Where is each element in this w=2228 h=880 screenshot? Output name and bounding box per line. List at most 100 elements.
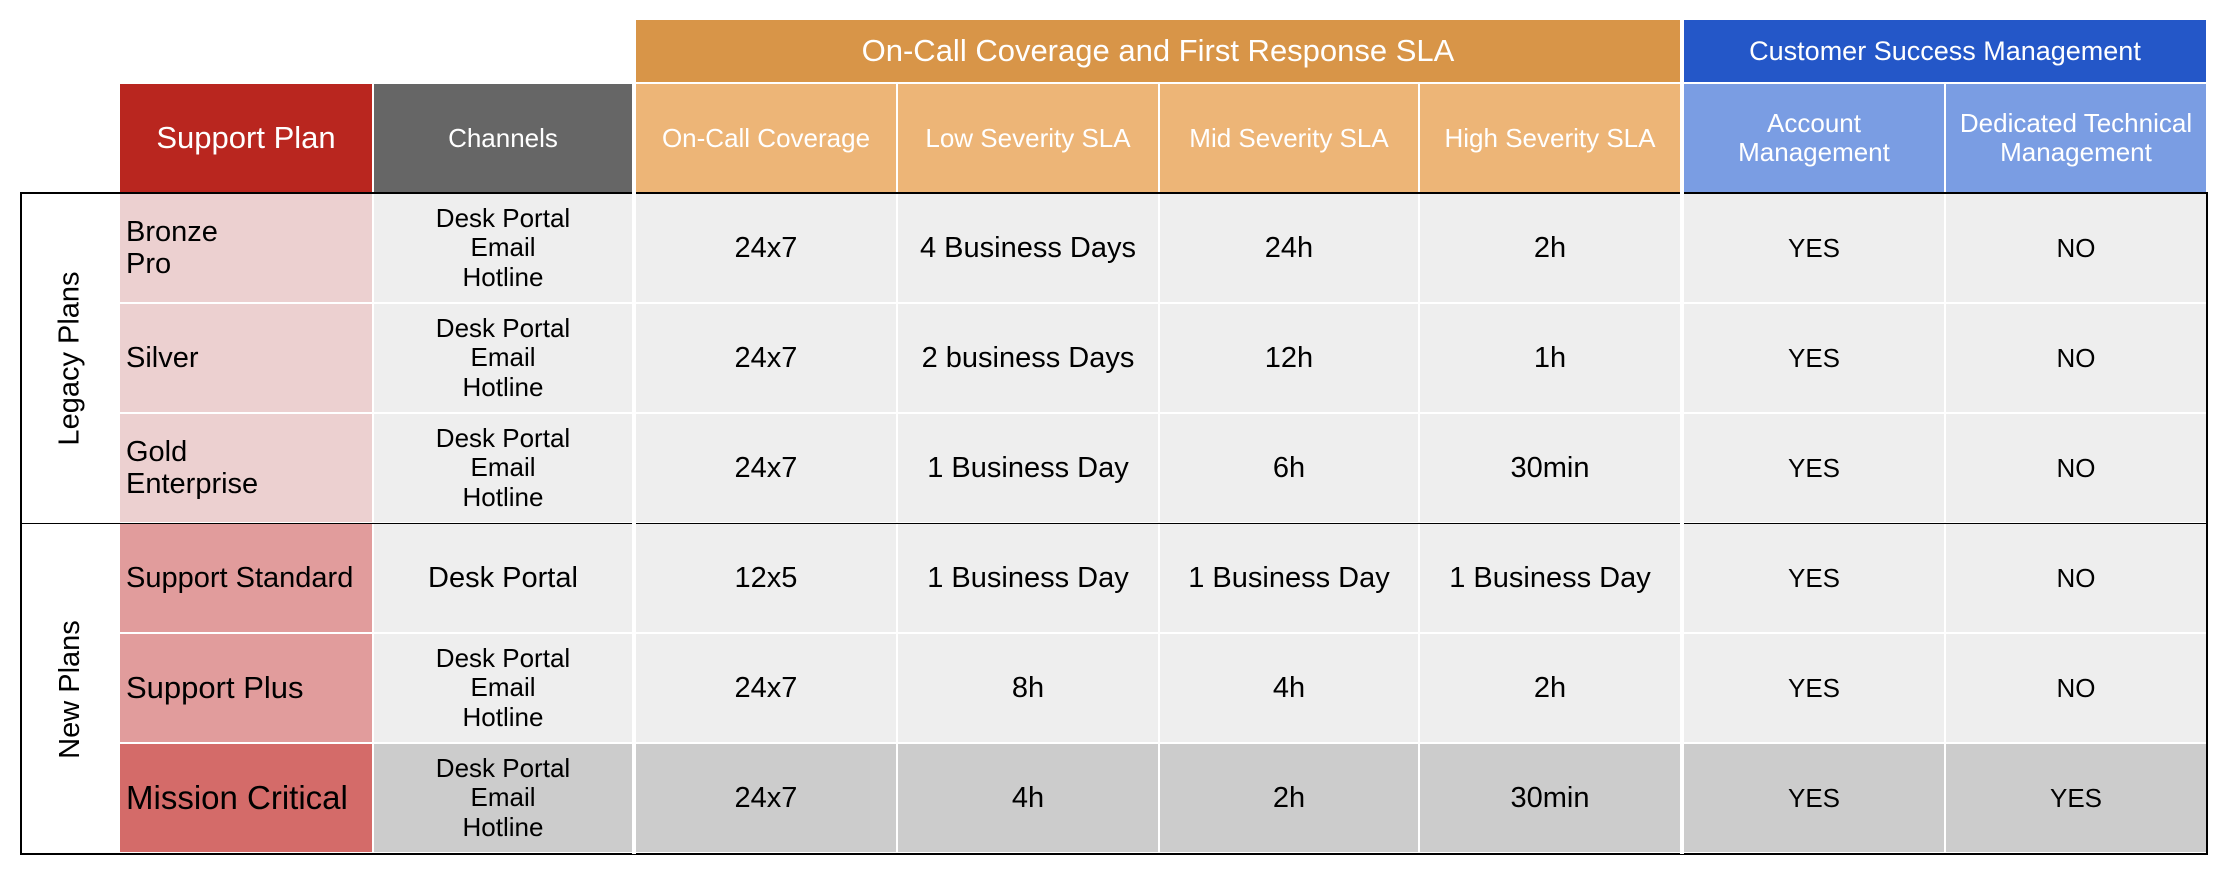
high-value: 30min <box>1510 781 1590 814</box>
high-severity-header-label: High Severity SLA <box>1444 122 1656 153</box>
dtm-value: NO <box>2056 232 2096 263</box>
coverage-value: 24x7 <box>734 781 798 814</box>
channels-cell: Desk Portal Email Hotline <box>374 634 632 742</box>
channels-cell: Desk Portal Email Hotline <box>374 414 632 522</box>
plan-name-line2: Enterprise <box>126 468 259 500</box>
oncall-group-label: On-Call Coverage and First Response SLA <box>861 33 1455 68</box>
channels-header: Channels <box>374 84 632 192</box>
oncall-coverage-header: On-Call Coverage <box>636 84 896 192</box>
dtm-value: NO <box>2056 562 2096 593</box>
high-value: 1h <box>1533 341 1567 374</box>
am-cell: YES <box>1684 524 1944 632</box>
channel-item: Desk Portal <box>435 313 571 344</box>
channels-cell: Desk Portal <box>374 524 632 632</box>
mid-severity-header: Mid Severity SLA <box>1160 84 1418 192</box>
low-value: 1 Business Day <box>927 561 1129 594</box>
support-plan-header: Support Plan <box>120 84 372 192</box>
dedicated-technical-management-header: Dedicated Technical Management <box>1946 84 2206 192</box>
plan-cell: Bronze Pro <box>120 194 372 302</box>
plan-name-line1: Gold <box>126 435 188 468</box>
low-cell: 1 Business Day <box>898 524 1158 632</box>
new-plans-label: New Plans <box>53 619 86 759</box>
oncall-group-header: On-Call Coverage and First Response SLA <box>636 20 1680 82</box>
account-management-header: Account Management <box>1684 84 1944 192</box>
coverage-value: 24x7 <box>734 451 798 484</box>
channel-item: Email <box>470 672 536 703</box>
high-cell: 30min <box>1420 414 1680 522</box>
high-value: 30min <box>1510 451 1590 484</box>
am-cell: YES <box>1684 634 1944 742</box>
mid-value: 24h <box>1264 231 1314 264</box>
dtm-header-line2: Management <box>2000 137 2152 167</box>
am-value: YES <box>1787 452 1841 483</box>
plan-name-line1: Mission Critical <box>126 778 348 816</box>
plan-name-line1: Support Standard <box>126 561 354 594</box>
high-value: 2h <box>1533 231 1567 264</box>
plan-cell: Support Plus <box>120 634 372 742</box>
coverage-cell: 24x7 <box>636 634 896 742</box>
coverage-value: 24x7 <box>734 671 798 704</box>
dtm-cell: NO <box>1946 634 2206 742</box>
am-value: YES <box>1787 342 1841 373</box>
mid-cell: 24h <box>1160 194 1418 302</box>
dtm-value: NO <box>2056 342 2096 373</box>
am-cell: YES <box>1684 414 1944 522</box>
plan-name-line2: Pro <box>126 248 172 280</box>
channel-item: Desk Portal <box>428 561 578 594</box>
low-cell: 4h <box>898 744 1158 852</box>
low-value: 4h <box>1011 781 1045 814</box>
dtm-cell: NO <box>1946 194 2206 302</box>
low-severity-header: Low Severity SLA <box>898 84 1158 192</box>
am-value: YES <box>1787 232 1841 263</box>
mid-cell: 1 Business Day <box>1160 524 1418 632</box>
dtm-cell: NO <box>1946 304 2206 412</box>
csm-group-header: Customer Success Management <box>1684 20 2206 82</box>
mid-cell: 6h <box>1160 414 1418 522</box>
channel-item: Desk Portal <box>435 203 571 234</box>
coverage-cell: 24x7 <box>636 194 896 302</box>
csm-group-label: Customer Success Management <box>1749 35 2141 66</box>
channels-cell: Desk Portal Email Hotline <box>374 304 632 412</box>
group-divider-right <box>1680 192 1684 854</box>
high-cell: 30min <box>1420 744 1680 852</box>
account-management-header-line1: Account <box>1767 107 1861 138</box>
low-value: 8h <box>1011 671 1045 704</box>
group-divider-left <box>632 192 636 854</box>
channel-item: Desk Portal <box>435 643 571 674</box>
channel-item: Email <box>470 782 536 813</box>
channel-item: Hotline <box>462 371 544 402</box>
support-plan-header-label: Support Plan <box>156 120 336 155</box>
dtm-value: NO <box>2056 452 2096 483</box>
coverage-value: 24x7 <box>734 341 798 374</box>
channel-item: Email <box>470 232 536 263</box>
channel-item: Hotline <box>462 701 544 732</box>
plan-cell: Gold Enterprise <box>120 414 372 522</box>
low-cell: 4 Business Days <box>898 194 1158 302</box>
legacy-plans-label: Legacy Plans <box>53 270 86 446</box>
low-cell: 8h <box>898 634 1158 742</box>
low-severity-header-label: Low Severity SLA <box>925 122 1131 153</box>
dtm-cell: NO <box>1946 524 2206 632</box>
plan-cell: Mission Critical <box>120 744 372 852</box>
am-value: YES <box>1787 562 1841 593</box>
mid-value: 2h <box>1272 781 1306 814</box>
plan-name-line1: Bronze <box>126 215 218 248</box>
plan-cell: Silver <box>120 304 372 412</box>
am-value: YES <box>1787 672 1841 703</box>
coverage-value: 24x7 <box>734 231 798 264</box>
dtm-cell: NO <box>1946 414 2206 522</box>
account-management-header-line2: Management <box>1738 137 1890 167</box>
low-value: 1 Business Day <box>927 451 1129 484</box>
high-cell: 2h <box>1420 194 1680 302</box>
channel-item: Hotline <box>462 481 544 512</box>
mid-cell: 12h <box>1160 304 1418 412</box>
channel-item: Email <box>470 342 536 373</box>
plan-cell: Support Standard <box>120 524 372 632</box>
coverage-value: 12x5 <box>734 561 798 594</box>
legacy-plans-label-box: Legacy Plans <box>22 194 118 522</box>
dtm-value: YES <box>2049 782 2103 813</box>
channels-header-label: Channels <box>448 122 558 153</box>
new-plans-label-box: New Plans <box>22 525 118 853</box>
mid-value: 4h <box>1272 671 1306 704</box>
channels-cell: Desk Portal Email Hotline <box>374 744 632 852</box>
